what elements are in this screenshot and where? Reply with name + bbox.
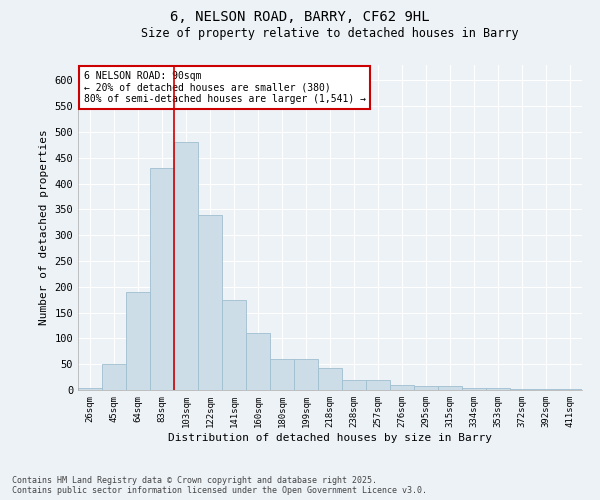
Bar bbox=[318, 368, 342, 390]
Bar bbox=[414, 386, 438, 390]
Bar bbox=[126, 292, 150, 390]
Bar bbox=[198, 214, 222, 390]
Bar bbox=[486, 388, 510, 390]
Text: 6, NELSON ROAD, BARRY, CF62 9HL: 6, NELSON ROAD, BARRY, CF62 9HL bbox=[170, 10, 430, 24]
Bar bbox=[78, 388, 102, 390]
Bar bbox=[150, 168, 174, 390]
Text: Contains HM Land Registry data © Crown copyright and database right 2025.
Contai: Contains HM Land Registry data © Crown c… bbox=[12, 476, 427, 495]
Text: 6 NELSON ROAD: 90sqm
← 20% of detached houses are smaller (380)
80% of semi-deta: 6 NELSON ROAD: 90sqm ← 20% of detached h… bbox=[83, 70, 365, 104]
Bar bbox=[246, 334, 270, 390]
Bar bbox=[174, 142, 198, 390]
Y-axis label: Number of detached properties: Number of detached properties bbox=[39, 130, 49, 326]
X-axis label: Distribution of detached houses by size in Barry: Distribution of detached houses by size … bbox=[168, 432, 492, 442]
Bar bbox=[462, 388, 486, 390]
Bar bbox=[102, 364, 126, 390]
Bar bbox=[438, 386, 462, 390]
Bar bbox=[294, 359, 318, 390]
Bar bbox=[366, 380, 390, 390]
Bar bbox=[390, 385, 414, 390]
Bar bbox=[510, 389, 534, 390]
Bar bbox=[342, 380, 366, 390]
Title: Size of property relative to detached houses in Barry: Size of property relative to detached ho… bbox=[141, 27, 519, 40]
Bar bbox=[270, 359, 294, 390]
Bar bbox=[222, 300, 246, 390]
